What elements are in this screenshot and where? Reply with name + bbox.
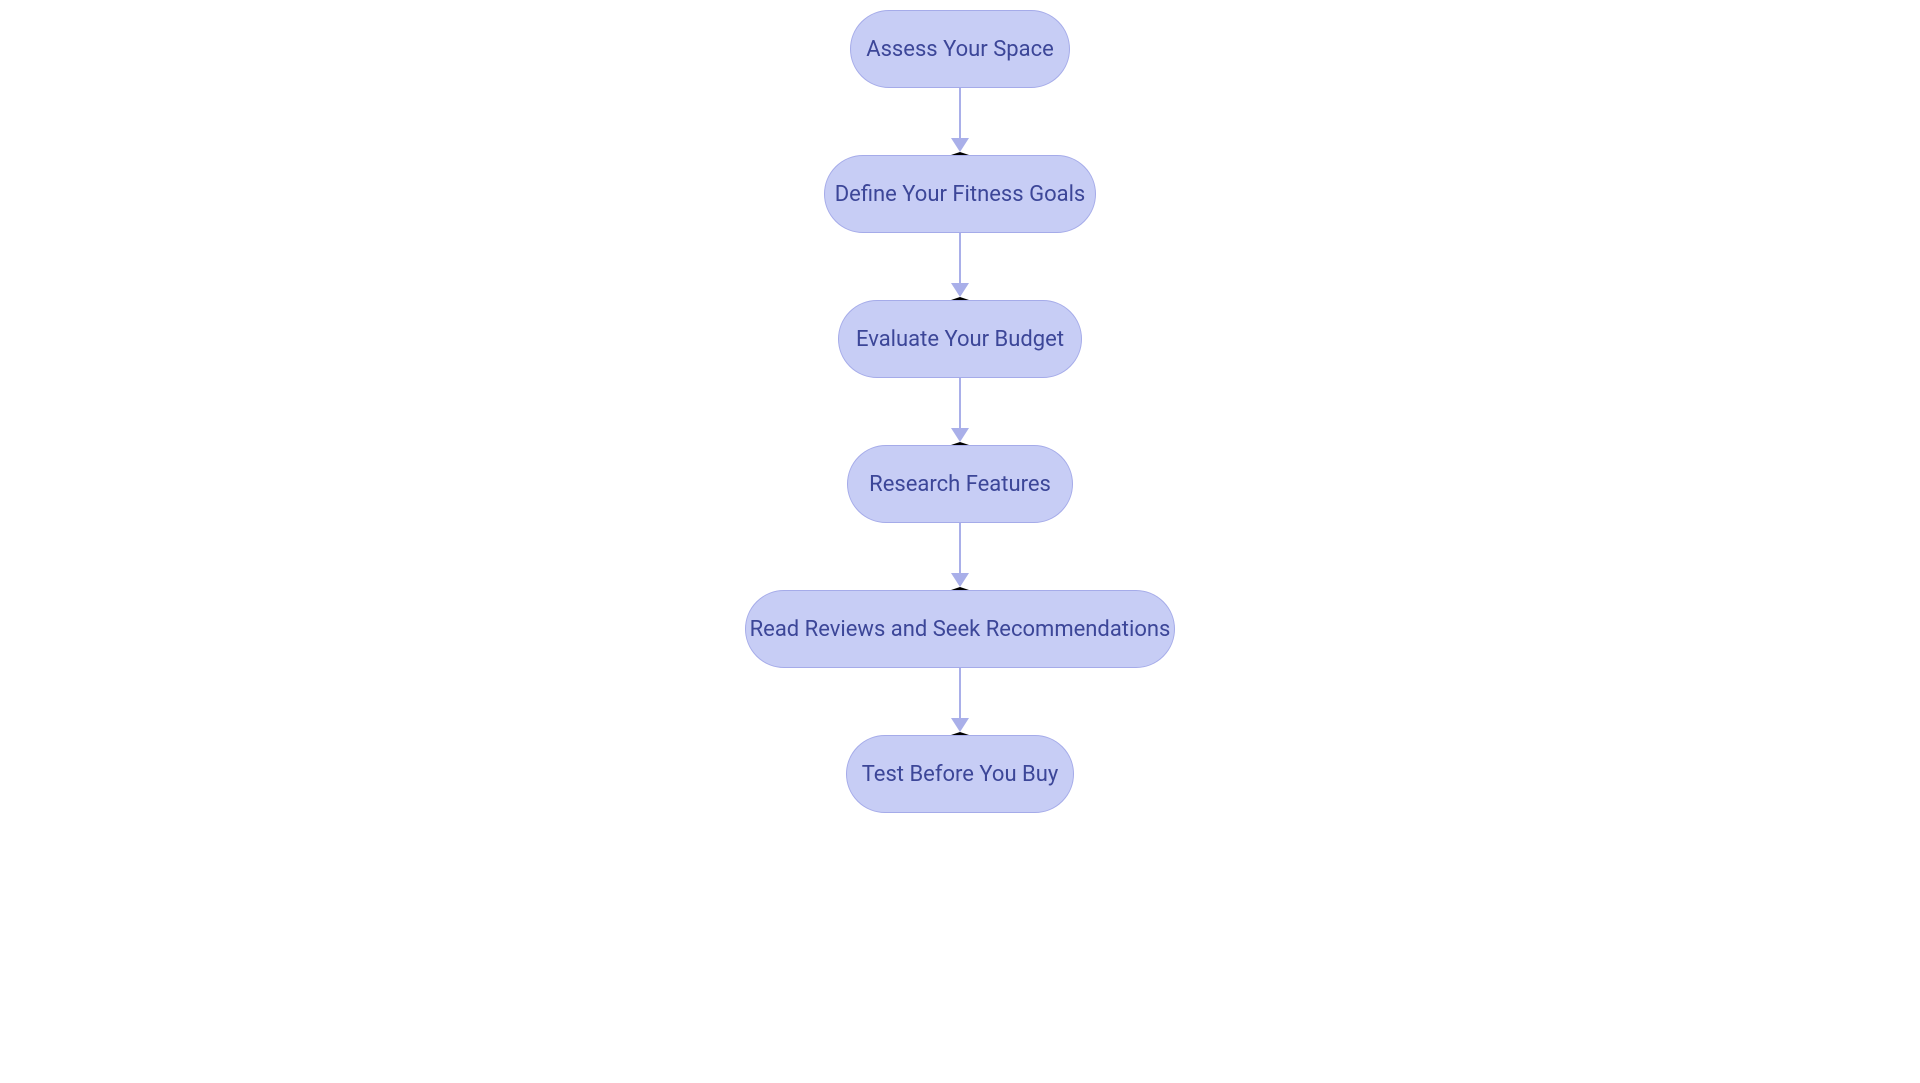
arrow-down-icon [951,283,969,300]
flowchart-node-label: Assess Your Space [866,37,1054,62]
connector-line [959,233,961,283]
flowchart-node-label: Evaluate Your Budget [856,327,1064,352]
flowchart-node: Research Features [847,445,1073,523]
flowchart-node: Evaluate Your Budget [838,300,1082,378]
flowchart-connector [951,668,969,735]
flowchart-node: Define Your Fitness Goals [824,155,1096,233]
connector-line [959,668,961,718]
connector-line [959,88,961,138]
flowchart-connector [951,233,969,300]
flowchart-node: Assess Your Space [850,10,1070,88]
connector-line [959,523,961,573]
flowchart-container: Assess Your Space Define Your Fitness Goa… [745,10,1175,813]
arrow-down-icon [951,138,969,155]
arrow-down-icon [951,428,969,445]
flowchart-node: Test Before You Buy [846,735,1074,813]
flowchart-node-label: Research Features [869,472,1051,497]
flowchart-node-label: Read Reviews and Seek Recommendations [750,617,1171,642]
flowchart-connector [951,523,969,590]
flowchart-connector [951,88,969,155]
flowchart-node-label: Define Your Fitness Goals [835,182,1086,207]
flowchart-node: Read Reviews and Seek Recommendations [745,590,1175,668]
arrow-down-icon [951,573,969,590]
flowchart-node-label: Test Before You Buy [862,762,1059,787]
arrow-down-icon [951,718,969,735]
connector-line [959,378,961,428]
flowchart-connector [951,378,969,445]
